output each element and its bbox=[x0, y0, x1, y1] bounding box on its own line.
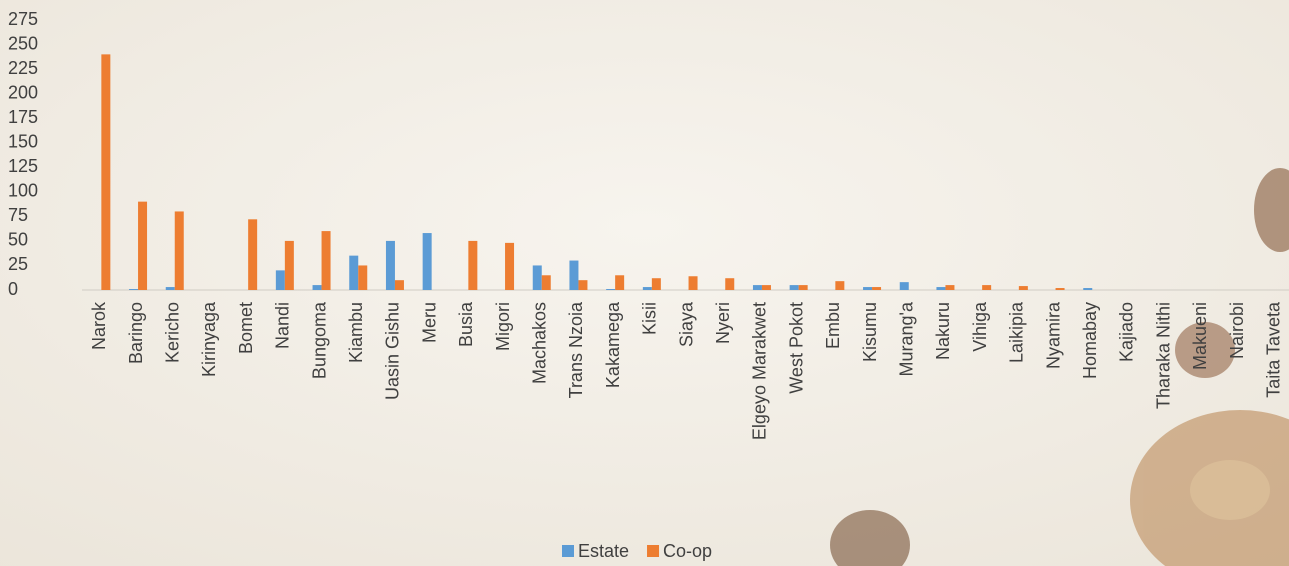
bar bbox=[688, 276, 698, 290]
x-tick-label: Kisii bbox=[640, 302, 660, 335]
x-tick-label: West Pokot bbox=[786, 302, 806, 394]
bar bbox=[606, 289, 616, 290]
bar bbox=[615, 275, 625, 290]
bar bbox=[569, 260, 579, 290]
x-tick-label: Uasin Gishu bbox=[383, 302, 403, 400]
bar bbox=[349, 255, 359, 290]
bar bbox=[752, 285, 762, 290]
bar bbox=[541, 275, 551, 290]
plot: 0 25 50 75 100 125 150 175 200 225 250 275 Narok Bari… bbox=[8, 9, 1289, 561]
x-tick-label: Nyeri bbox=[713, 302, 733, 344]
y-tick-label: 0 bbox=[8, 279, 18, 299]
bar bbox=[642, 287, 652, 290]
y-tick-label: 75 bbox=[8, 205, 28, 225]
x-tick-label: Vihiga bbox=[970, 301, 990, 352]
bar bbox=[284, 240, 294, 290]
x-tick-label: Nairobi bbox=[1227, 302, 1247, 359]
bar bbox=[761, 285, 771, 290]
x-tick-label: Tharaka Nithi bbox=[1153, 302, 1173, 409]
bar bbox=[248, 219, 258, 290]
x-tick-label: Bungoma bbox=[309, 301, 329, 379]
bar bbox=[532, 265, 542, 290]
y-tick-label: 50 bbox=[8, 230, 28, 250]
x-tick-label: Kakamega bbox=[603, 301, 623, 388]
legend-swatch bbox=[562, 545, 574, 557]
x-tick-label: Makueni bbox=[1190, 302, 1210, 370]
bar bbox=[982, 285, 992, 290]
x-tick-label: Siaya bbox=[676, 301, 696, 347]
x-tick-label: Murang'a bbox=[897, 301, 917, 376]
x-tick-label: Kisumu bbox=[860, 302, 880, 362]
bar bbox=[358, 265, 368, 290]
x-tick-label: Nandi bbox=[273, 302, 293, 349]
x-tick-label: Taita Taveta bbox=[1264, 301, 1284, 398]
y-tick-label: 225 bbox=[8, 58, 38, 78]
x-tick-label: Migori bbox=[493, 302, 513, 351]
bar bbox=[165, 287, 175, 290]
y-tick-label: 125 bbox=[8, 156, 38, 176]
bar bbox=[872, 287, 882, 290]
y-tick-label: 175 bbox=[8, 107, 38, 127]
bar bbox=[789, 285, 799, 290]
x-tick-label: Elgeyo Marakwet bbox=[750, 302, 770, 440]
legend-swatch bbox=[647, 545, 660, 557]
bar bbox=[725, 278, 735, 290]
bar bbox=[1018, 286, 1028, 290]
x-tick-label: Busia bbox=[456, 301, 476, 347]
bar bbox=[505, 242, 515, 290]
x-tick-label: Embu bbox=[823, 302, 843, 349]
y-tick-label: 275 bbox=[8, 9, 38, 29]
x-tick-label: Bomet bbox=[236, 302, 256, 354]
bar bbox=[468, 240, 478, 290]
y-tick-label: 250 bbox=[8, 33, 38, 53]
bar bbox=[835, 281, 845, 290]
x-tick-label: Kirinyaga bbox=[199, 301, 219, 377]
legend-label: Co-op bbox=[663, 541, 712, 561]
x-tick-label: Kajiado bbox=[1117, 302, 1137, 362]
bar bbox=[321, 231, 331, 290]
bar bbox=[101, 54, 111, 291]
x-tick-label: Kiambu bbox=[346, 302, 366, 363]
bar bbox=[394, 280, 404, 290]
x-tick-label: Kericho bbox=[163, 302, 183, 363]
legend-label: Estate bbox=[578, 541, 629, 561]
bar bbox=[1055, 288, 1065, 290]
x-tick-label: Homabay bbox=[1080, 302, 1100, 379]
bar bbox=[174, 211, 184, 290]
y-tick-label: 25 bbox=[8, 254, 28, 274]
x-tick-label: Baringo bbox=[126, 302, 146, 364]
x-tick-label: Laikipia bbox=[1007, 301, 1027, 363]
y-tick-label: 100 bbox=[8, 181, 38, 201]
y-tick-label: 200 bbox=[8, 82, 38, 102]
x-tick-label: Trans Nzoia bbox=[566, 301, 586, 398]
bar bbox=[275, 270, 285, 290]
x-tick-label: Meru bbox=[419, 302, 439, 343]
x-tick-label: Machakos bbox=[530, 302, 550, 384]
y-tick-label: 150 bbox=[8, 131, 38, 151]
x-tick-label: Narok bbox=[89, 301, 109, 350]
bar bbox=[385, 240, 395, 290]
x-tick-label: Nyamira bbox=[1043, 301, 1063, 369]
bar bbox=[138, 201, 148, 290]
bar bbox=[651, 278, 661, 290]
bar bbox=[798, 285, 808, 290]
bar bbox=[945, 285, 955, 290]
x-tick-label: Nakuru bbox=[933, 302, 953, 360]
bar bbox=[578, 280, 588, 290]
bar bbox=[899, 282, 909, 290]
decoration bbox=[830, 168, 1289, 566]
bar bbox=[129, 289, 139, 290]
bar bbox=[312, 285, 322, 290]
bar bbox=[936, 287, 946, 290]
bar bbox=[422, 233, 432, 290]
bar bbox=[863, 287, 873, 290]
bar bbox=[1083, 288, 1093, 290]
